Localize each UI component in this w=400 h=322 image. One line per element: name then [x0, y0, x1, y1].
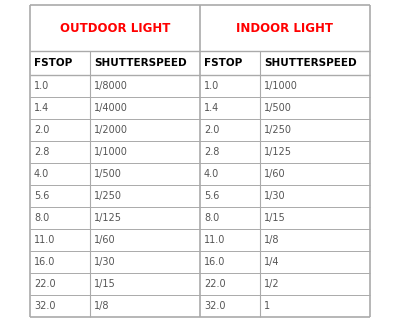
Text: 2.8: 2.8 [204, 147, 219, 157]
Text: OUTDOOR LIGHT: OUTDOOR LIGHT [60, 22, 170, 34]
Text: FSTOP: FSTOP [34, 58, 72, 68]
Text: 1/500: 1/500 [94, 169, 122, 179]
Text: 11.0: 11.0 [34, 235, 55, 245]
Text: 2.0: 2.0 [204, 125, 219, 135]
Text: 5.6: 5.6 [204, 191, 219, 201]
Text: 16.0: 16.0 [204, 257, 225, 267]
Text: 1/250: 1/250 [264, 125, 292, 135]
Text: INDOOR LIGHT: INDOOR LIGHT [236, 22, 334, 34]
Text: 1/2000: 1/2000 [94, 125, 128, 135]
Text: 1/8000: 1/8000 [94, 81, 128, 91]
Text: 1/125: 1/125 [264, 147, 292, 157]
Text: 1.0: 1.0 [34, 81, 49, 91]
Text: 1/500: 1/500 [264, 103, 292, 113]
Text: 1/8: 1/8 [264, 235, 280, 245]
Text: 2.0: 2.0 [34, 125, 49, 135]
Text: 1/30: 1/30 [94, 257, 116, 267]
Text: 1/4: 1/4 [264, 257, 280, 267]
Text: 1/125: 1/125 [94, 213, 122, 223]
Text: 1.4: 1.4 [34, 103, 49, 113]
Text: 4.0: 4.0 [34, 169, 49, 179]
Text: 1/15: 1/15 [264, 213, 286, 223]
Text: 1/250: 1/250 [94, 191, 122, 201]
Text: SHUTTERSPEED: SHUTTERSPEED [94, 58, 187, 68]
Text: FSTOP: FSTOP [204, 58, 242, 68]
Text: 22.0: 22.0 [34, 279, 56, 289]
Text: 1: 1 [264, 301, 270, 311]
Text: 1/2: 1/2 [264, 279, 280, 289]
Text: 16.0: 16.0 [34, 257, 55, 267]
Text: 22.0: 22.0 [204, 279, 226, 289]
Text: SHUTTERSPEED: SHUTTERSPEED [264, 58, 357, 68]
Text: 1.0: 1.0 [204, 81, 219, 91]
Text: 1.4: 1.4 [204, 103, 219, 113]
Text: 32.0: 32.0 [204, 301, 226, 311]
Text: 4.0: 4.0 [204, 169, 219, 179]
Text: 1/30: 1/30 [264, 191, 286, 201]
Text: 11.0: 11.0 [204, 235, 225, 245]
Text: 1/4000: 1/4000 [94, 103, 128, 113]
Text: 1/60: 1/60 [94, 235, 116, 245]
Text: 1/1000: 1/1000 [264, 81, 298, 91]
Text: 32.0: 32.0 [34, 301, 56, 311]
Text: 8.0: 8.0 [204, 213, 219, 223]
Text: 5.6: 5.6 [34, 191, 49, 201]
Text: 8.0: 8.0 [34, 213, 49, 223]
Text: 1/15: 1/15 [94, 279, 116, 289]
Text: 2.8: 2.8 [34, 147, 49, 157]
Text: 1/1000: 1/1000 [94, 147, 128, 157]
Text: 1/60: 1/60 [264, 169, 286, 179]
Text: 1/8: 1/8 [94, 301, 110, 311]
